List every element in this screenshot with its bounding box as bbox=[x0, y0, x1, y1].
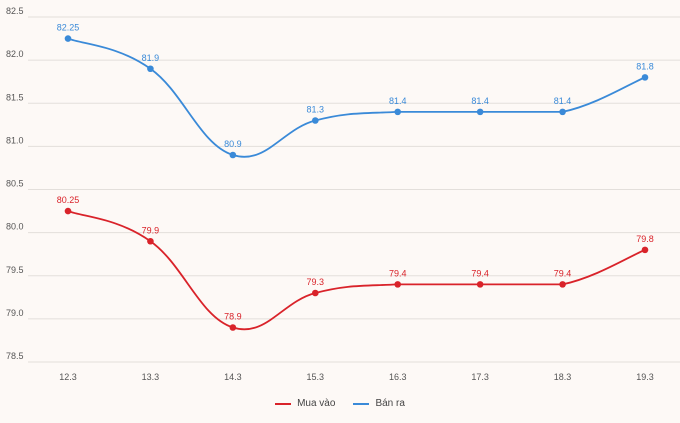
x-tick-label: 15.3 bbox=[307, 372, 325, 382]
series-group: 80.25 79.9 78.9 79.3 79.4 79.4 79.4 79.8 82.25 81… bbox=[57, 23, 654, 331]
data-point[interactable] bbox=[641, 74, 649, 81]
legend-item-mua-vao[interactable]: Mua vào bbox=[275, 398, 335, 409]
x-axis: 12.3 13.3 14.3 15.3 16.3 17.3 18.3 19.3 bbox=[59, 372, 654, 382]
y-tick-label: 80.5 bbox=[6, 179, 24, 189]
y-tick-label: 81.5 bbox=[6, 92, 24, 102]
data-label: 81.4 bbox=[389, 96, 407, 106]
data-label: 81.3 bbox=[307, 105, 325, 115]
data-label: 79.8 bbox=[636, 234, 654, 244]
data-label: 82.25 bbox=[57, 23, 80, 33]
data-point[interactable] bbox=[229, 151, 237, 159]
data-label: 81.4 bbox=[471, 96, 489, 106]
y-tick-label: 81.0 bbox=[6, 135, 24, 145]
data-label: 79.9 bbox=[142, 225, 160, 235]
x-tick-label: 19.3 bbox=[636, 372, 654, 382]
x-tick-label: 14.3 bbox=[224, 372, 242, 382]
legend-swatch-mua-vao bbox=[275, 402, 292, 405]
y-tick-label: 80.0 bbox=[6, 222, 24, 232]
data-label: 78.9 bbox=[224, 312, 242, 322]
data-point[interactable] bbox=[394, 108, 402, 116]
data-point[interactable] bbox=[147, 65, 154, 73]
legend-label-mua-vao: Mua vào bbox=[297, 398, 336, 409]
data-label: 79.4 bbox=[554, 268, 572, 278]
series-line bbox=[67, 37, 646, 158]
y-tick-label: 79.5 bbox=[6, 265, 24, 275]
data-point[interactable] bbox=[394, 281, 402, 288]
data-point[interactable] bbox=[476, 281, 484, 288]
x-tick-label: 13.3 bbox=[142, 372, 160, 382]
y-tick-label: 82.0 bbox=[6, 49, 24, 59]
y-tick-label: 79.0 bbox=[6, 308, 24, 318]
y-tick-label: 82.5 bbox=[6, 6, 24, 16]
x-tick-label: 17.3 bbox=[471, 372, 489, 382]
data-label: 79.4 bbox=[389, 268, 407, 278]
data-point[interactable] bbox=[559, 281, 566, 288]
data-point[interactable] bbox=[311, 289, 319, 297]
data-point[interactable] bbox=[64, 207, 72, 215]
grid-lines bbox=[28, 16, 680, 363]
x-tick-label: 12.3 bbox=[59, 372, 77, 382]
x-tick-label: 16.3 bbox=[389, 372, 407, 382]
y-axis: 78.5 79.0 79.5 80.0 80.5 81.0 81.5 82.0 82.5 bbox=[6, 6, 24, 361]
legend-label-ban-ra: Bán ra bbox=[375, 398, 405, 409]
x-tick-label: 18.3 bbox=[554, 372, 572, 382]
legend-item-ban-ra[interactable]: Bán ra bbox=[353, 398, 405, 409]
data-point[interactable] bbox=[641, 246, 649, 254]
data-label: 80.25 bbox=[57, 195, 80, 205]
data-point[interactable] bbox=[311, 117, 319, 124]
data-point[interactable] bbox=[229, 324, 237, 331]
data-label: 81.9 bbox=[142, 53, 160, 63]
series-line bbox=[67, 210, 646, 331]
data-point[interactable] bbox=[64, 35, 72, 42]
legend-swatch-ban-ra bbox=[353, 402, 370, 405]
data-label: 80.9 bbox=[224, 139, 242, 149]
data-point[interactable] bbox=[476, 108, 484, 116]
data-point[interactable] bbox=[559, 108, 566, 116]
data-label: 81.8 bbox=[636, 61, 654, 71]
legend: Mua vào Bán ra bbox=[0, 398, 680, 409]
data-point[interactable] bbox=[147, 237, 154, 245]
data-label: 81.4 bbox=[554, 96, 572, 106]
data-label: 79.4 bbox=[471, 268, 489, 278]
data-label: 79.3 bbox=[307, 277, 325, 287]
y-tick-label: 78.5 bbox=[6, 351, 24, 361]
